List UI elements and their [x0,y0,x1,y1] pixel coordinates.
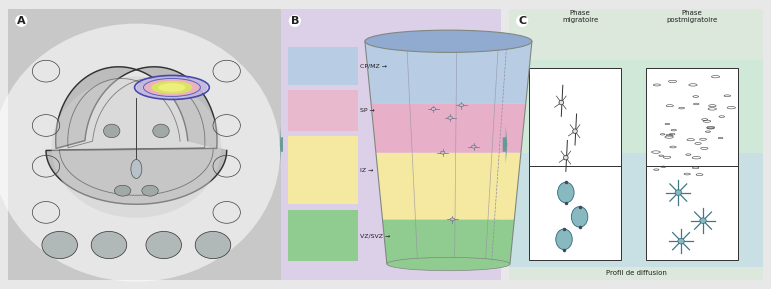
Polygon shape [365,41,532,104]
Ellipse shape [158,83,186,92]
Ellipse shape [573,129,577,134]
Polygon shape [503,126,507,163]
Ellipse shape [678,238,685,244]
Text: Phase
postmigratoire: Phase postmigratoire [666,10,718,23]
Ellipse shape [131,160,142,178]
Ellipse shape [675,190,682,195]
Ellipse shape [103,124,120,138]
Text: A: A [17,16,25,26]
Bar [646,68,738,183]
Bar [281,9,501,280]
Bar [288,90,358,131]
Ellipse shape [431,108,436,110]
Text: IZ →: IZ → [360,168,374,173]
Bar [529,68,621,183]
Text: B: B [291,16,299,26]
Ellipse shape [448,116,453,119]
Ellipse shape [136,76,207,99]
Ellipse shape [153,124,169,138]
Bar [646,166,738,260]
Ellipse shape [151,81,193,94]
Polygon shape [46,67,227,204]
Polygon shape [280,126,283,163]
Ellipse shape [559,100,564,105]
Text: Phase
migratoire: Phase migratoire [562,10,598,23]
Ellipse shape [700,218,706,223]
Polygon shape [376,153,521,219]
Bar [288,47,358,85]
Ellipse shape [471,145,476,148]
Ellipse shape [42,231,78,259]
Ellipse shape [564,155,568,160]
Ellipse shape [0,24,280,282]
Text: VZ/SVZ →: VZ/SVZ → [360,233,390,238]
Text: CP/MZ →: CP/MZ → [360,63,387,68]
Ellipse shape [52,77,221,218]
Ellipse shape [387,257,510,271]
Bar [288,136,358,204]
Bar [509,153,763,267]
Ellipse shape [459,104,463,107]
Ellipse shape [440,151,445,154]
Text: C: C [518,16,527,26]
Bar [529,166,621,260]
Text: Profil de diffusion: Profil de diffusion [606,270,666,276]
Ellipse shape [114,185,131,196]
Bar [509,60,763,191]
Ellipse shape [365,30,532,52]
Ellipse shape [142,185,158,196]
Text: SP →: SP → [360,108,375,113]
Ellipse shape [195,231,231,259]
Ellipse shape [144,79,200,96]
Bar [8,9,281,280]
Ellipse shape [146,231,181,259]
Ellipse shape [450,218,455,221]
Bar [288,210,358,261]
Bar [509,60,763,191]
Polygon shape [371,104,526,153]
Ellipse shape [557,182,574,203]
Bar [509,9,763,280]
Ellipse shape [556,229,572,250]
Ellipse shape [91,231,126,259]
Polygon shape [382,219,514,264]
Bar [509,153,763,267]
Ellipse shape [571,207,588,227]
